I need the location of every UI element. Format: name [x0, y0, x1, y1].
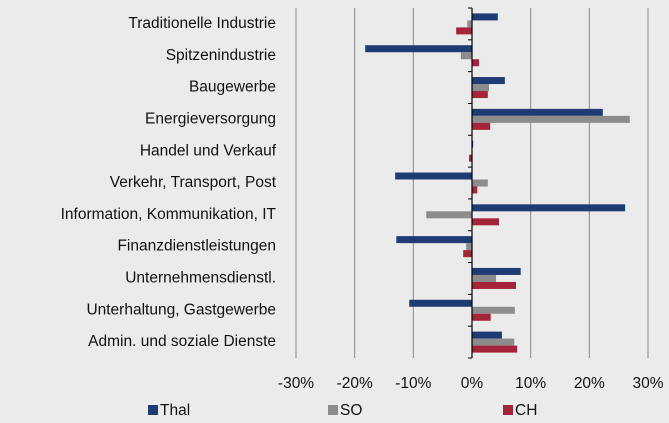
- bar: [463, 250, 472, 258]
- bar: [396, 236, 472, 244]
- bar: [472, 218, 499, 226]
- y-tick-label: Admin. und soziale Dienste: [88, 333, 276, 350]
- bar: [456, 27, 472, 35]
- bar: [472, 179, 488, 187]
- bar: [472, 115, 630, 123]
- bar: [460, 52, 472, 60]
- x-tick-label: 20%: [574, 375, 605, 392]
- x-tick-label: -30%: [278, 375, 314, 392]
- legend-label: Thal: [160, 402, 190, 419]
- legend-label: SO: [340, 402, 362, 419]
- x-tick-label: 10%: [515, 375, 546, 392]
- legend-swatch: [328, 405, 338, 415]
- bar: [469, 154, 472, 162]
- y-tick-label: Unternehmensdienstl.: [125, 270, 276, 287]
- y-tick-label: Energieversorgung: [145, 110, 276, 127]
- bar: [472, 313, 491, 321]
- bar: [472, 77, 505, 85]
- bar: [472, 267, 521, 275]
- bar: [472, 186, 478, 194]
- y-tick-label: Spitzenindustrie: [166, 47, 276, 64]
- y-tick-label: Verkehr, Transport, Post: [110, 174, 277, 191]
- y-tick-label: Baugewerbe: [189, 79, 276, 96]
- bar: [426, 211, 472, 219]
- legend-swatch: [503, 405, 513, 415]
- legend-label: CH: [515, 402, 537, 419]
- legend-swatch: [148, 405, 158, 415]
- x-tick-label: 30%: [632, 375, 663, 392]
- bar: [395, 172, 472, 180]
- bar: [467, 20, 472, 28]
- y-tick-label: Finanzdienstleistungen: [117, 238, 276, 255]
- bar: [472, 91, 488, 99]
- bar: [472, 281, 516, 289]
- bar: [472, 204, 626, 212]
- bar: [466, 243, 472, 251]
- y-tick-label: Information, Kommunikation, IT: [61, 206, 277, 223]
- bar: [472, 13, 498, 21]
- bar: [472, 306, 515, 314]
- x-tick-label: -20%: [337, 375, 373, 392]
- bar: [409, 299, 472, 307]
- bar: [472, 274, 497, 282]
- bar: [472, 84, 490, 92]
- x-tick-label: 0%: [461, 375, 484, 392]
- x-tick-label: -10%: [395, 375, 431, 392]
- bar: [472, 345, 518, 353]
- y-tick-label: Unterhaltung, Gastgewerbe: [86, 301, 276, 318]
- bar: [365, 45, 472, 53]
- bar: [472, 108, 603, 116]
- y-tick-label: Traditionelle Industrie: [128, 15, 276, 32]
- bar: [472, 331, 502, 339]
- y-tick-label: Handel und Verkauf: [140, 142, 277, 159]
- bar: [472, 122, 491, 130]
- bar: [472, 59, 480, 67]
- bar: [472, 338, 515, 346]
